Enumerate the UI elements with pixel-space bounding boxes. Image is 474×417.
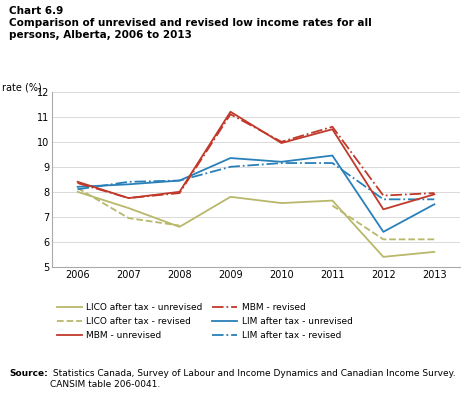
Text: Chart 6.9: Chart 6.9: [9, 6, 64, 16]
Text: rate (%): rate (%): [2, 83, 42, 93]
Text: Source:: Source:: [9, 369, 48, 379]
Legend: LICO after tax - unrevised, LICO after tax - revised, MBM - unrevised, MBM - rev: LICO after tax - unrevised, LICO after t…: [57, 303, 353, 340]
Text: Comparison of unrevised and revised low income rates for all: Comparison of unrevised and revised low …: [9, 18, 372, 28]
Text: Statistics Canada, Survey of Labour and Income Dynamics and Canadian Income Surv: Statistics Canada, Survey of Labour and …: [50, 369, 456, 389]
Text: persons, Alberta, 2006 to 2013: persons, Alberta, 2006 to 2013: [9, 30, 192, 40]
